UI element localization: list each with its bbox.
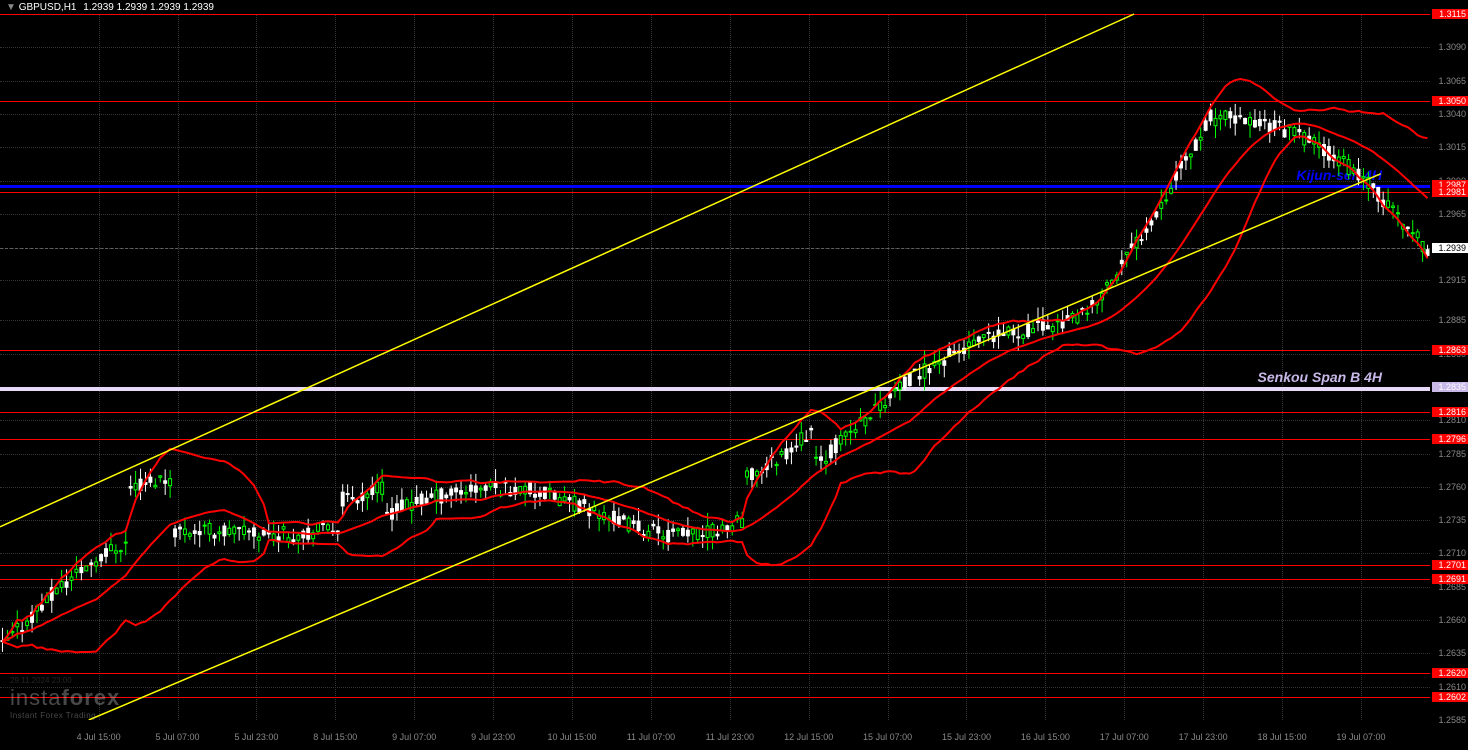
ohlc-l: 1.2939 xyxy=(150,2,181,13)
current-price-tag: 1.2939 xyxy=(1432,243,1468,253)
price-level-tag: 1.2701 xyxy=(1432,560,1468,570)
ohlc-o: 1.2939 xyxy=(83,2,114,13)
ohlc-h: 1.2939 xyxy=(117,2,148,13)
watermark-sub: Instant Forex Trading xyxy=(10,711,120,720)
y-tick-label: 1.2635 xyxy=(1432,648,1466,658)
watermark-logo-a: insta xyxy=(10,685,61,710)
forex-chart[interactable]: ▼ GBPUSD,H1 1.2939 1.2939 1.2939 1.2939 … xyxy=(0,0,1468,750)
price-level-tag: 1.2796 xyxy=(1432,434,1468,444)
price-level-tag: 1.2835 xyxy=(1432,382,1468,392)
x-tick-label: 4 Jul 15:00 xyxy=(77,732,121,742)
y-tick-label: 1.2885 xyxy=(1432,315,1466,325)
ohlc-c: 1.2939 xyxy=(183,2,214,13)
y-tick-label: 1.3065 xyxy=(1432,76,1466,86)
symbol-label: GBPUSD,H1 xyxy=(19,2,77,13)
x-tick-label: 16 Jul 15:00 xyxy=(1021,732,1070,742)
y-tick-label: 1.2710 xyxy=(1432,548,1466,558)
watermark-logo-b: forex xyxy=(61,685,120,710)
x-tick-label: 12 Jul 15:00 xyxy=(784,732,833,742)
y-tick-label: 1.3090 xyxy=(1432,42,1466,52)
x-axis: 4 Jul 15:00 5 Jul 07:00 5 Jul 23:00 8 Jul 1… xyxy=(0,720,1430,750)
price-level-tag: 1.2816 xyxy=(1432,407,1468,417)
chart-title: ▼ GBPUSD,H1 1.2939 1.2939 1.2939 1.2939 xyxy=(6,2,214,13)
x-tick-label: 5 Jul 23:00 xyxy=(234,732,278,742)
price-level-tag: 1.2981 xyxy=(1432,187,1468,197)
y-tick-label: 1.2585 xyxy=(1432,715,1466,725)
y-tick-label: 1.2760 xyxy=(1432,482,1466,492)
x-tick-label: 10 Jul 15:00 xyxy=(547,732,596,742)
y-tick-label: 1.2660 xyxy=(1432,615,1466,625)
x-tick-label: 11 Jul 07:00 xyxy=(627,732,675,742)
y-tick-label: 1.2785 xyxy=(1432,449,1466,459)
price-level-tag: 1.2863 xyxy=(1432,345,1468,355)
y-tick-label: 1.3015 xyxy=(1432,142,1466,152)
x-tick-label: 11 Jul 23:00 xyxy=(706,732,754,742)
price-level-tag: 1.2620 xyxy=(1432,668,1468,678)
y-tick-label: 1.2915 xyxy=(1432,275,1466,285)
x-tick-label: 9 Jul 23:00 xyxy=(471,732,515,742)
y-axis: 1.31151.30901.30651.30401.30151.29901.29… xyxy=(1430,0,1468,720)
x-tick-label: 8 Jul 15:00 xyxy=(313,732,357,742)
y-tick-label: 1.2610 xyxy=(1432,682,1466,692)
x-tick-label: 17 Jul 23:00 xyxy=(1179,732,1228,742)
x-tick-label: 19 Jul 07:00 xyxy=(1336,732,1385,742)
x-tick-label: 15 Jul 23:00 xyxy=(942,732,991,742)
price-level-tag: 1.2602 xyxy=(1432,692,1468,702)
y-tick-label: 1.2735 xyxy=(1432,515,1466,525)
x-tick-label: 15 Jul 07:00 xyxy=(863,732,912,742)
watermark-ts: 29.11.2024 23:00 xyxy=(10,676,120,685)
price-level-tag: 1.3050 xyxy=(1432,96,1468,106)
chart-svg xyxy=(0,0,1430,720)
chart-plot-area[interactable]: Kijun-sen 4HSenkou Span B 4H xyxy=(0,0,1430,720)
x-tick-label: 18 Jul 15:00 xyxy=(1258,732,1307,742)
x-tick-label: 9 Jul 07:00 xyxy=(392,732,436,742)
y-tick-label: 1.3040 xyxy=(1432,109,1466,119)
y-tick-label: 1.2965 xyxy=(1432,209,1466,219)
watermark: 29.11.2024 23:00 instaforex Instant Fore… xyxy=(10,676,120,720)
x-tick-label: 17 Jul 07:00 xyxy=(1100,732,1149,742)
price-level-tag: 1.3115 xyxy=(1432,9,1468,19)
x-tick-label: 5 Jul 07:00 xyxy=(155,732,199,742)
price-level-tag: 1.2691 xyxy=(1432,574,1468,584)
